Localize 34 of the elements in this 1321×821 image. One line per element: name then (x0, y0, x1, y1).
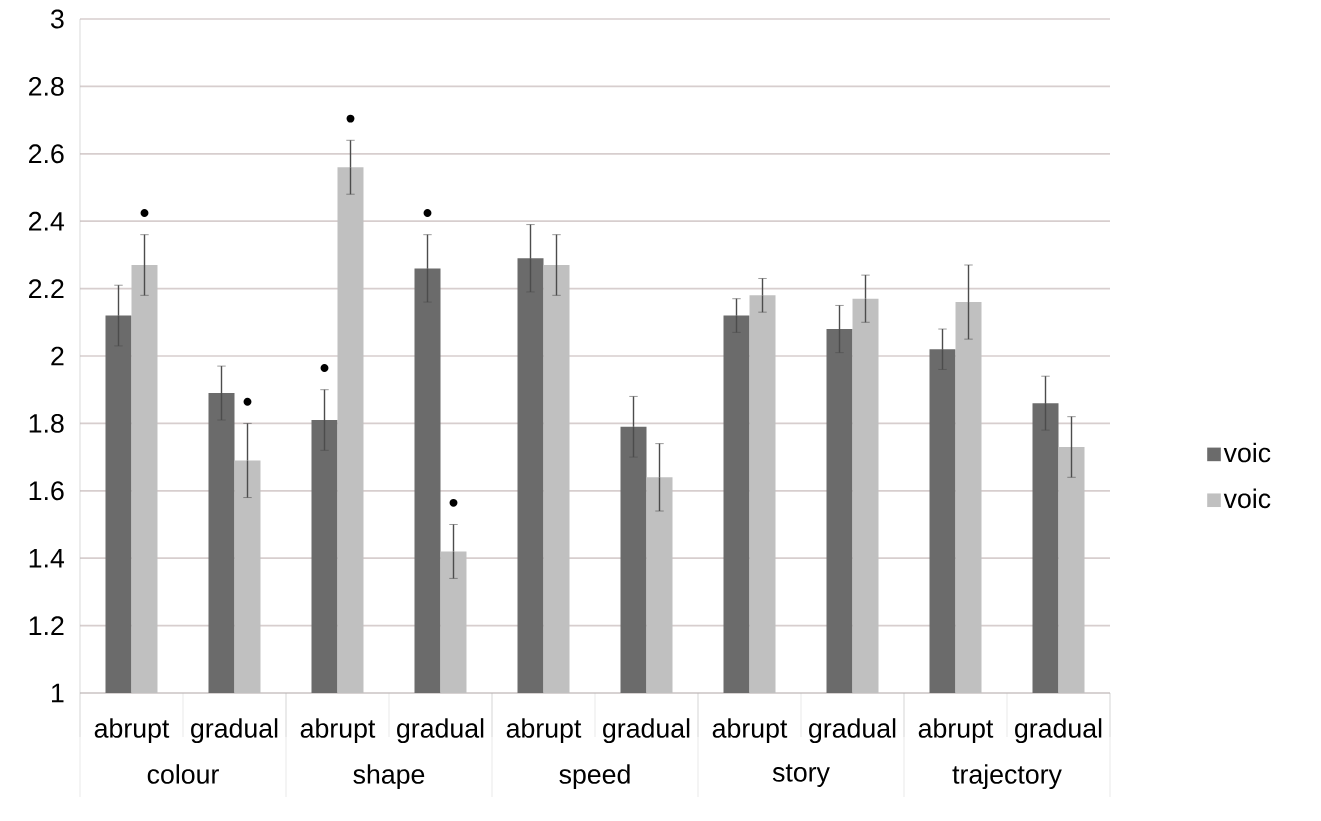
y-tick-label: 2 (51, 346, 64, 366)
data-label: • (346, 114, 355, 123)
y-tick-label: 3 (50, 9, 64, 29)
y-tick-label: 2.6 (29, 144, 64, 164)
x-tick-label: abrupt (712, 718, 788, 744)
x-tick-label: abrupt (300, 718, 376, 744)
text: story (772, 764, 830, 787)
y-tick-label: 1.2 (29, 616, 64, 635)
x-tick-label: abrupt (918, 718, 994, 744)
text: colour (147, 764, 219, 784)
x-tick-label: gradual (603, 718, 690, 744)
y-tick-label: 1.8 (29, 413, 64, 433)
data-label: • (140, 209, 149, 217)
data-label: • (243, 397, 252, 406)
data-label: • (320, 364, 329, 372)
y-tick-label: 2.2 (29, 279, 64, 298)
x-tick-label: abrupt (94, 718, 170, 744)
x-tick-label: gradual (397, 718, 484, 744)
data-label: • (423, 209, 432, 217)
x-tick-label: gradual (809, 718, 896, 744)
x-tick-label: abrupt (506, 718, 582, 744)
y-tick-label: 2.8 (29, 76, 64, 96)
legend-label: voic (1223, 488, 1271, 509)
y-tick-label: 1.6 (29, 481, 64, 501)
x-tick-label: gradual (191, 718, 278, 744)
text: shape (353, 764, 425, 790)
text: trajectory (952, 764, 1062, 790)
y-tick-label: 1 (51, 683, 64, 703)
text: speed (559, 764, 630, 790)
legend-label: voic (1223, 442, 1271, 463)
y-tick-label: 1.4 (29, 549, 65, 568)
data-label: • (449, 498, 458, 507)
x-tick-label: gradual (1015, 718, 1102, 744)
y-tick-label: 2.4 (29, 211, 65, 231)
